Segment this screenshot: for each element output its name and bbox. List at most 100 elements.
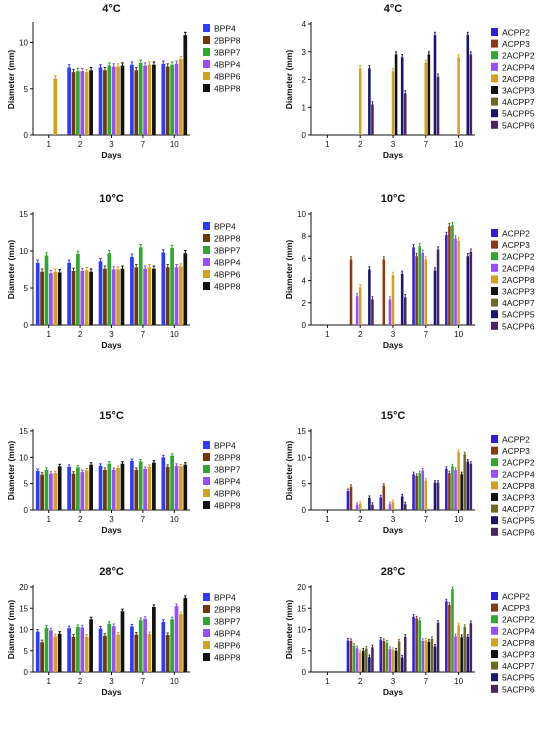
chart0-legend-swatch-4BPP6 bbox=[203, 72, 210, 80]
chart6-bar-4BPP4-day3 bbox=[111, 626, 116, 672]
chart5-bar-ACPP2-day2 bbox=[346, 491, 350, 510]
chart3-x-tick-label: 10 bbox=[454, 330, 463, 339]
chart6-bar-4BPP8-day1 bbox=[57, 633, 62, 672]
chart7-bar-2ACPP2-day10 bbox=[451, 589, 454, 672]
chart5-bar-ACPP2-day7 bbox=[412, 474, 415, 510]
chart2-x-axis-label: Days bbox=[101, 340, 122, 350]
chart7-bar-5ACPP5-day3 bbox=[400, 657, 404, 672]
chart4-legend-swatch-4BPP4 bbox=[203, 477, 210, 485]
chart5-bar-2ACPP2-day10 bbox=[451, 466, 454, 510]
chart3-bar-ACPP2-day10 bbox=[445, 235, 448, 325]
chart6-bar-4BPP6-day3 bbox=[116, 634, 120, 672]
chart2-legend-swatch-BPP4 bbox=[203, 222, 210, 230]
chart4-legend-label-4BPP6: 4BPP6 bbox=[214, 489, 241, 499]
chart7-y-tick-label: 10 bbox=[297, 626, 306, 635]
chart3-x-axis-label: Days bbox=[383, 340, 404, 350]
chart4-bar-BPP4-day7 bbox=[130, 461, 134, 510]
chart6-legend-swatch-4BPP4 bbox=[203, 629, 210, 637]
chart0-bar-4BPP8-day3 bbox=[120, 65, 125, 135]
chart4-bar-4BPP8-day1 bbox=[57, 466, 62, 510]
chart6-bar-4BPP6-day10 bbox=[179, 614, 183, 672]
chart1-x-axis-label: Days bbox=[383, 150, 404, 160]
chart7-title: 28°C bbox=[381, 566, 406, 578]
chart5-bar-ACPP3-day3 bbox=[382, 485, 386, 510]
chart2-bar-2BPP8-day2 bbox=[71, 270, 76, 325]
chart5-y-tick-label: 5 bbox=[302, 480, 307, 489]
chart7-bar-4ACPP7-day3 bbox=[397, 641, 401, 672]
chart2-bar-3BPP7-day1 bbox=[44, 255, 49, 325]
chart0-x-tick-label: 1 bbox=[46, 140, 51, 149]
chart2-bar-BPP4-day3 bbox=[98, 261, 103, 325]
chart5-legend-label-ACPP3: ACPP3 bbox=[502, 446, 530, 456]
chart0-bar-4BPP4-day2 bbox=[80, 71, 85, 135]
chart2-bar-3BPP7-day3 bbox=[107, 253, 112, 325]
chart5-bar-5ACPP6-day2 bbox=[371, 504, 374, 510]
chart3-legend-label-2ACPP2: 2ACPP2 bbox=[502, 252, 535, 262]
chart2-bar-4BPP8-day7 bbox=[152, 268, 156, 325]
chart3-y-tick-label: 6 bbox=[302, 254, 307, 263]
chart6-y-tick-label: 15 bbox=[19, 604, 28, 613]
chart0-bar-4BPP8-day7 bbox=[152, 64, 156, 135]
chart5-bar-3ACPP3-day10 bbox=[460, 474, 463, 510]
chart1-bar-5ACPP6-day7 bbox=[436, 76, 440, 135]
chart2-bar-BPP4-day10 bbox=[161, 252, 166, 325]
chart3-bar-ACPP3-day3 bbox=[382, 259, 386, 325]
chart4-bar-2BPP8-day1 bbox=[40, 474, 44, 510]
chart6-bar-4BPP4-day1 bbox=[49, 630, 53, 672]
chart1-legend-label-5ACPP5: 5ACPP5 bbox=[502, 109, 535, 119]
chart6-bar-BPP4-day2 bbox=[67, 628, 71, 672]
chart0-bar-2BPP8-day3 bbox=[103, 70, 107, 135]
chart1-legend-label-2ACPP2: 2ACPP2 bbox=[502, 51, 535, 61]
chart5-bar-2ACPP4-day7 bbox=[421, 470, 425, 510]
chart1-legend-swatch-ACPP3 bbox=[491, 39, 498, 48]
chart1-bar-2ACPP8-day7 bbox=[424, 62, 428, 135]
chart7-legend-swatch-4ACPP7 bbox=[491, 661, 498, 670]
chart3-legend-label-3ACPP3: 3ACPP3 bbox=[502, 287, 535, 297]
chart3-legend-swatch-ACPP2 bbox=[491, 229, 498, 237]
chart6-bar-4BPP8-day3 bbox=[120, 611, 125, 672]
chart6-y-axis-label: Diameter (mm) bbox=[6, 600, 16, 660]
chart5-legend-label-2ACPP4: 2ACPP4 bbox=[502, 469, 535, 479]
chart5-bar-ACPP3-day2 bbox=[349, 486, 353, 510]
chart4-title: 15°C bbox=[99, 410, 124, 422]
chart7-bar-3ACPP3-day7 bbox=[427, 641, 431, 672]
chart4-y-axis-label: Diameter (mm) bbox=[6, 441, 16, 501]
chart0-x-tick-label: 10 bbox=[170, 140, 179, 149]
chart0-bar-4BPP4-day7 bbox=[143, 65, 147, 135]
chart6-bar-4BPP6-day1 bbox=[53, 636, 58, 672]
chart6-bar-4BPP6-day2 bbox=[84, 636, 89, 672]
chart2-legend-label-2BPP8: 2BPP8 bbox=[214, 234, 241, 244]
chart2-bar-4BPP8-day2 bbox=[89, 271, 93, 325]
chart6-bar-BPP4-day1 bbox=[35, 631, 40, 672]
chart3-x-tick-label: 3 bbox=[391, 330, 396, 339]
chart0-bar-4BPP4-day3 bbox=[111, 66, 116, 135]
chart4-bar-BPP4-day3 bbox=[98, 465, 103, 510]
chart2-legend-swatch-2BPP8 bbox=[203, 234, 210, 242]
chart3-bar-5ACPP5-day7 bbox=[433, 270, 437, 325]
chart2-x-tick-label: 1 bbox=[46, 330, 51, 339]
chart3-legend-label-5ACPP5: 5ACPP5 bbox=[502, 310, 535, 320]
chart7-legend-swatch-2ACPP2 bbox=[491, 615, 498, 624]
chart3-bar-ACPP3-day7 bbox=[415, 256, 418, 325]
chart3-bar-5ACPP5-day3 bbox=[400, 273, 404, 325]
chart1-legend-swatch-2ACPP2 bbox=[491, 51, 498, 60]
chart7-bar-5ACPP5-day2 bbox=[368, 657, 371, 672]
chart6-x-tick-label: 2 bbox=[78, 677, 83, 686]
chart7-legend-label-5ACPP6: 5ACPP6 bbox=[502, 684, 535, 694]
chart6-y-tick-label: 5 bbox=[24, 647, 29, 656]
chart7-x-axis-label: Days bbox=[383, 687, 404, 697]
chart6-bar-3BPP7-day10 bbox=[170, 619, 174, 672]
chart0-y-tick-label: 0 bbox=[24, 131, 29, 140]
chart3-bar-5ACPP6-day7 bbox=[436, 249, 440, 325]
chart7-bar-3ACPP3-day10 bbox=[460, 637, 463, 672]
chart2-bar-2BPP8-day3 bbox=[103, 268, 107, 325]
chart2-bar-4BPP8-day3 bbox=[120, 268, 125, 325]
chart5-bar-5ACPP5-day7 bbox=[433, 482, 437, 510]
chart6-x-tick-label: 7 bbox=[141, 677, 146, 686]
chart2-legend-label-4BPP8: 4BPP8 bbox=[214, 282, 241, 292]
chart4-legend-swatch-2BPP8 bbox=[203, 453, 210, 461]
chart0-bar-4BPP8-day10 bbox=[183, 35, 188, 135]
chart2-bar-4BPP6-day2 bbox=[84, 270, 89, 325]
chart0-x-tick-label: 7 bbox=[141, 140, 146, 149]
